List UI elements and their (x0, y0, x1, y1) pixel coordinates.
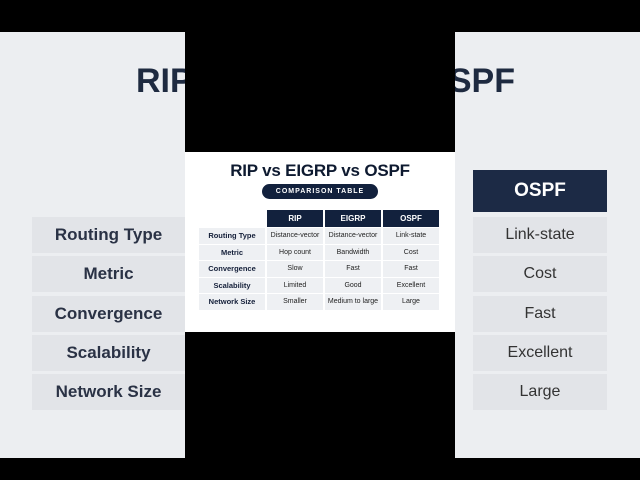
cell: Hop count (267, 244, 323, 260)
cell: Medium to large (325, 294, 381, 310)
cell: Limited (267, 277, 323, 293)
bg-row-label: Routing Type (32, 217, 185, 253)
table-row: Network Size Smaller Medium to large Large (199, 294, 439, 310)
column-header-ospf: OSPF (383, 210, 439, 227)
row-label: Routing Type (199, 228, 265, 244)
cell: Distance-vector (325, 228, 381, 244)
cell: Fast (325, 261, 381, 277)
table-row: Convergence Slow Fast Fast (199, 261, 439, 277)
bg-row-label: Network Size (32, 374, 185, 410)
bg-row-label: Metric (32, 256, 185, 292)
bg-column-header-ospf: OSPF (473, 170, 607, 212)
bg-ospf-value: Link-state (473, 217, 607, 253)
row-label: Metric (199, 244, 265, 260)
row-label: Convergence (199, 261, 265, 277)
cell: Bandwidth (325, 244, 381, 260)
cell: Link-state (383, 228, 439, 244)
cell: Cost (383, 244, 439, 260)
cell: Distance-vector (267, 228, 323, 244)
column-header-rip: RIP (267, 210, 323, 227)
header-row: RIP EIGRP OSPF (199, 210, 439, 227)
bg-ospf-value: Fast (473, 296, 607, 332)
row-label: Scalability (199, 277, 265, 293)
cell: Good (325, 277, 381, 293)
subtitle-badge: COMPARISON TABLE (262, 184, 378, 199)
table-row: Scalability Limited Good Excellent (199, 277, 439, 293)
bg-title-left: RIP (136, 62, 185, 100)
comparison-card: RIP vs EIGRP vs OSPF COMPARISON TABLE RI… (185, 152, 455, 332)
cell: Slow (267, 261, 323, 277)
table-row: Routing Type Distance-vector Distance-vect… (199, 228, 439, 244)
bg-row-label: Convergence (32, 296, 185, 332)
bg-ospf-value: Excellent (473, 335, 607, 371)
page-title: RIP vs EIGRP vs OSPF (230, 161, 410, 180)
comparison-table: RIP EIGRP OSPF Routing Type Distance-vector… (197, 209, 441, 311)
bg-ospf-value: Large (473, 374, 607, 410)
corner-cell (199, 210, 265, 227)
table-row: Metric Hop count Bandwidth Cost (199, 244, 439, 260)
row-label: Network Size (199, 294, 265, 310)
cell: Large (383, 294, 439, 310)
bg-title-right: OSPF (455, 62, 515, 100)
bg-row-label: Scalability (32, 335, 185, 371)
bg-ospf-value: Cost (473, 256, 607, 292)
cell: Fast (383, 261, 439, 277)
cell: Excellent (383, 277, 439, 293)
cell: Smaller (267, 294, 323, 310)
column-header-eigrp: EIGRP (325, 210, 381, 227)
